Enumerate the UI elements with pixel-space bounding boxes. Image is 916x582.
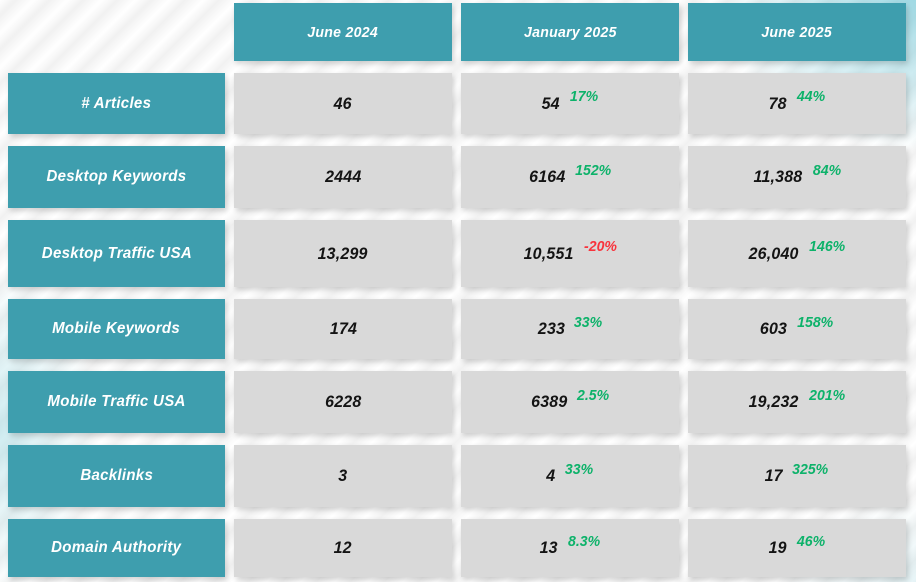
metric-value: 4 [546,466,556,485]
column-header-june-2024: June 2024 [234,3,452,61]
row-label-text: Desktop Keywords [46,168,187,185]
value-cell: 2444 [234,146,452,208]
value-cell: 13 8.3% [461,519,679,577]
table-corner-spacer [8,3,225,61]
value-cell: 11,388 84% [688,146,906,208]
row-label-text: Backlinks [80,467,153,484]
delta-percentage: 33% [574,313,603,331]
metric-value: 19 [768,538,788,557]
column-header-june-2025: June 2025 [688,3,906,61]
delta-percentage: 152% [575,161,612,179]
row-label-text: Domain Authority [51,539,182,556]
delta-percentage: 17% [569,88,598,105]
metric-value: 78 [768,93,788,113]
delta-percentage: 201% [809,386,846,404]
delta-percentage: 325% [792,460,829,478]
value-cell: 17 325% [688,445,906,507]
metric-value: 233 [537,319,565,338]
row-label: Mobile Keywords [8,299,225,359]
value-cell: 54 17% [461,73,679,134]
value-cell: 26,040 146% [688,220,906,287]
delta-percentage: 2.5% [577,386,610,404]
row-label-text: Mobile Keywords [52,320,181,337]
row-label: Desktop Traffic USA [8,220,225,287]
metric-value: 13,299 [317,243,368,263]
metric-value: 11,388 [753,167,803,186]
delta-percentage: 46% [796,532,825,550]
delta-percentage: 8.3% [567,532,600,550]
value-cell: 12 [234,519,452,577]
metric-value: 2444 [324,167,362,186]
metric-value: 46 [333,93,353,113]
metric-value: 6389 [530,392,568,411]
delta-percentage: 146% [809,238,846,255]
delta-percentage: 33% [564,460,593,478]
row-label: # Articles [8,73,225,134]
column-header-label: June 2025 [761,23,833,41]
value-cell: 19,232 201% [688,371,906,433]
value-cell: 6389 2.5% [461,371,679,433]
metric-value: 10,551 [523,243,574,263]
delta-percentage: 158% [797,313,834,331]
value-cell: 603 158% [688,299,906,359]
delta-percentage: -20% [584,238,618,255]
metric-value: 174 [329,319,357,338]
value-cell: 10,551 -20% [461,220,679,287]
value-cell: 46 [234,73,452,134]
column-header-label: June 2024 [307,23,379,41]
column-header-january-2025: January 2025 [461,3,679,61]
row-label-text: Mobile Traffic USA [47,393,186,410]
value-cell: 174 [234,299,452,359]
metrics-table: June 2024 January 2025 June 2025 # Artic… [8,3,906,577]
value-cell: 233 33% [461,299,679,359]
delta-percentage: 84% [812,161,842,179]
metric-value: 54 [541,93,561,113]
row-label-text: Desktop Traffic USA [41,244,192,262]
value-cell: 78 44% [688,73,906,134]
column-header-label: January 2025 [523,23,617,41]
row-label: Domain Authority [8,519,225,577]
row-label: Desktop Keywords [8,146,225,208]
metric-value: 3 [338,466,348,485]
metric-value: 12 [333,538,353,557]
value-cell: 6228 [234,371,452,433]
value-cell: 3 [234,445,452,507]
metric-value: 603 [760,319,788,338]
value-cell: 4 33% [461,445,679,507]
metric-value: 6228 [324,392,362,411]
metric-value: 19,232 [748,392,799,411]
metric-value: 6164 [528,167,565,186]
metric-value: 13 [539,538,558,557]
row-label-text: # Articles [81,94,152,112]
value-cell: 19 46% [688,519,906,577]
row-label: Backlinks [8,445,225,507]
value-cell: 6164 152% [461,146,679,208]
value-cell: 13,299 [234,220,452,287]
row-label: Mobile Traffic USA [8,371,225,433]
metric-value: 26,040 [748,243,799,263]
metric-value: 17 [764,466,783,485]
delta-percentage: 44% [796,88,825,105]
